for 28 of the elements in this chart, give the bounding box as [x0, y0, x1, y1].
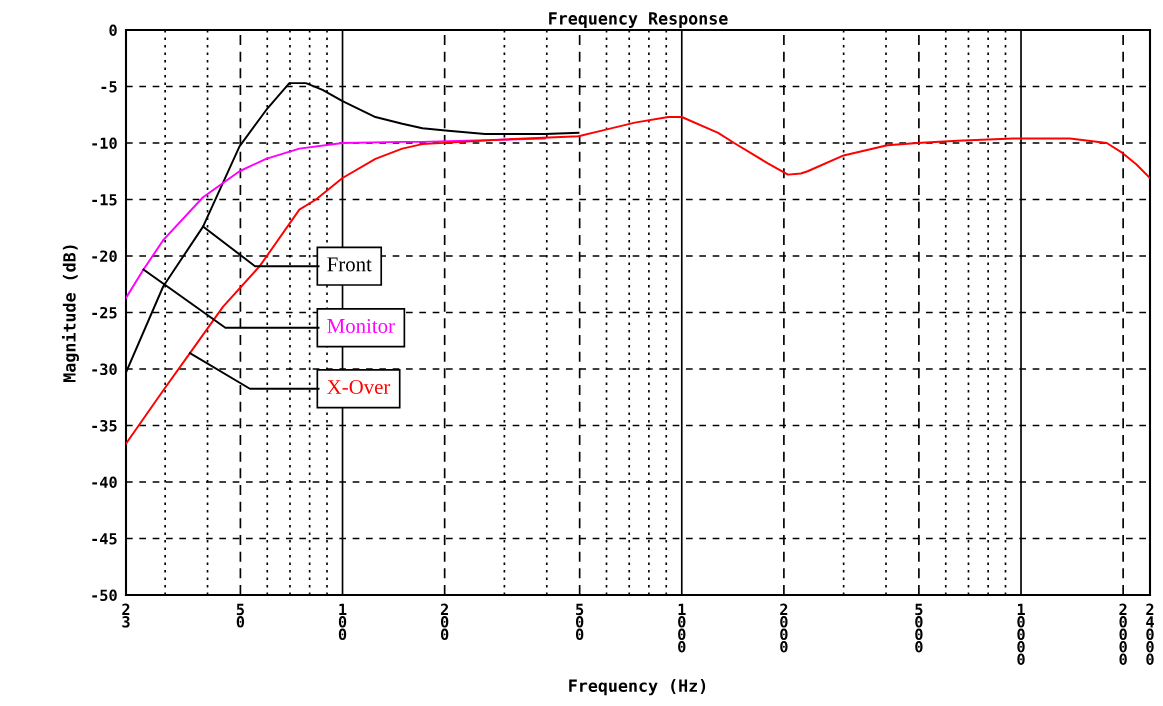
y-tick-label: -15 [92, 194, 117, 206]
x-tick-label: 1 0 0 0 [678, 603, 686, 653]
y-tick-label: -45 [92, 533, 117, 545]
x-axis-title: Frequency (Hz) [569, 679, 706, 696]
x-tick-label: 2 0 0 0 0 [1119, 603, 1127, 666]
y-tick-label: -30 [92, 363, 117, 376]
text: Monitor [327, 318, 395, 333]
text: Front [327, 257, 372, 272]
text: X-Over [327, 379, 391, 394]
y-tick-label: -20 [92, 250, 117, 263]
x-tick-label: 5 0 0 0 [915, 603, 923, 653]
x-tick-label: 2 4 0 0 0 [1146, 603, 1154, 666]
x-tick-label: 1 0 0 [338, 603, 347, 641]
x-tick-label: 2 0 0 0 [780, 603, 788, 653]
y-tick-label: -5 [101, 81, 117, 93]
x-tick-label: 5 0 0 [575, 603, 584, 641]
x-tick-label: 1 0 0 0 0 [1017, 603, 1025, 666]
y-tick-label: -40 [92, 476, 117, 489]
x-tick-label: 5 0 [236, 603, 245, 628]
y-tick-label: -10 [92, 137, 117, 150]
y-tick-label: -35 [92, 419, 117, 432]
chart-title: Frequency Response [549, 12, 728, 28]
y-tick-label: 0 [109, 24, 117, 37]
y-tick-label: -50 [92, 589, 117, 602]
y-tick-label: -25 [92, 306, 117, 319]
x-tick-label: 2 3 [122, 603, 130, 628]
y-axis-title: Magnitude (dB) [61, 245, 79, 383]
x-tick-label: 2 0 0 [440, 603, 449, 641]
